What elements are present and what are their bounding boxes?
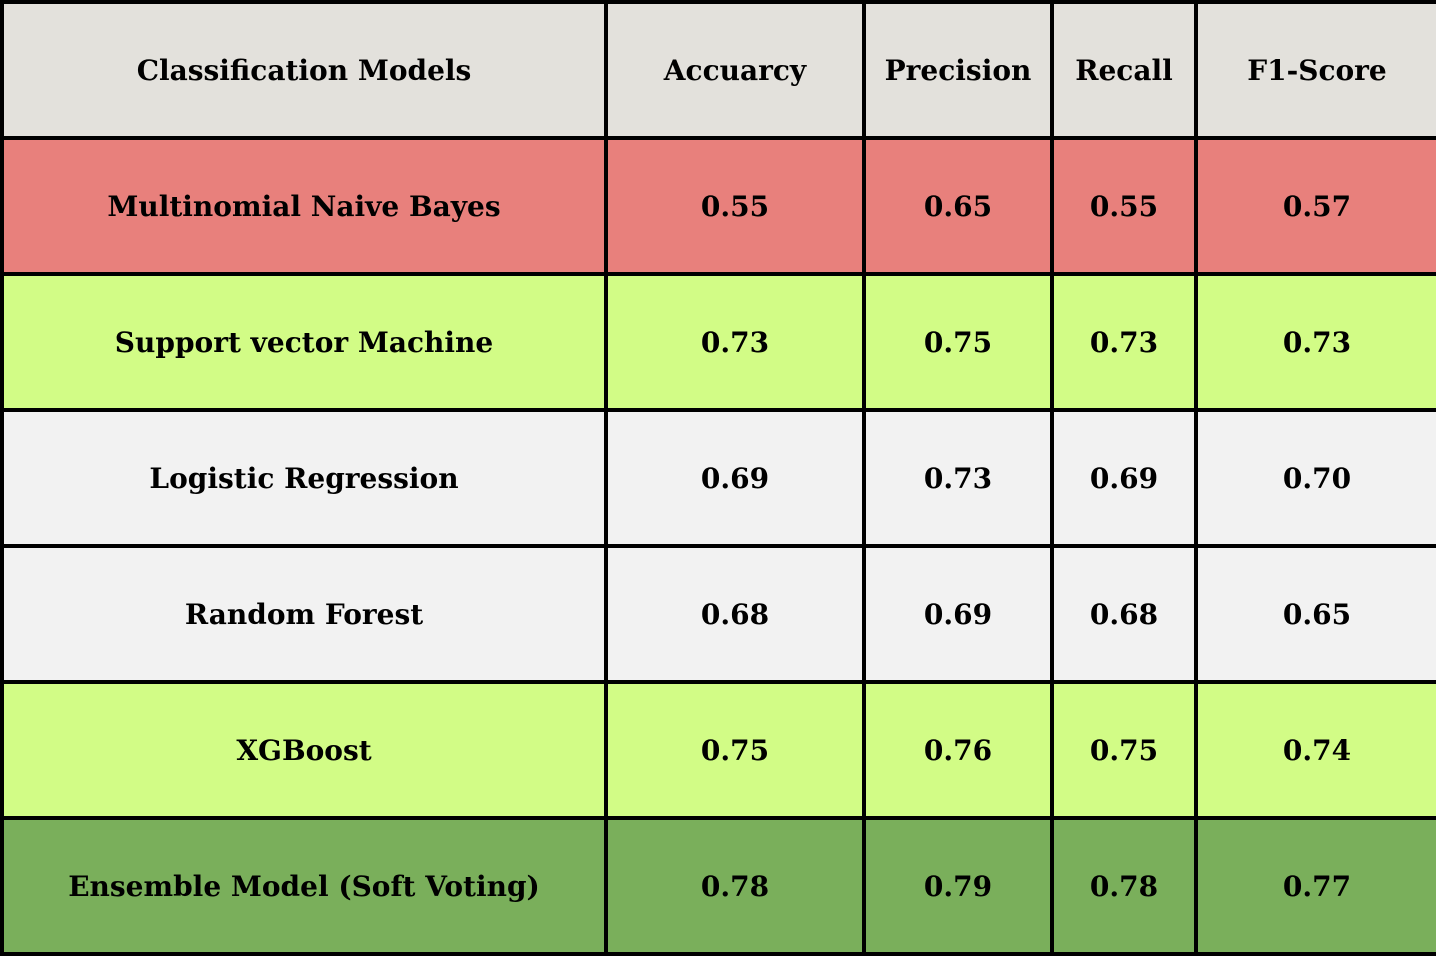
header-cell-precision: Precision	[862, 0, 1054, 140]
cell-precision: 0.69	[862, 544, 1054, 684]
table-row: Random Forest 0.68 0.69 0.68 0.65	[0, 544, 1436, 684]
header-cell-model: Classification Models	[0, 0, 608, 140]
cell-precision: 0.76	[862, 680, 1054, 820]
table-header-row: Classification Models Accuarcy Precision…	[0, 0, 1436, 140]
header-cell-recall: Recall	[1050, 0, 1198, 140]
cell-model-name: Ensemble Model (Soft Voting)	[0, 816, 608, 956]
cell-f1-score: 0.57	[1194, 136, 1436, 276]
cell-f1-score: 0.73	[1194, 272, 1436, 412]
cell-recall: 0.78	[1050, 816, 1198, 956]
cell-recall: 0.55	[1050, 136, 1198, 276]
cell-f1-score: 0.70	[1194, 408, 1436, 548]
cell-recall: 0.73	[1050, 272, 1198, 412]
table-row: XGBoost 0.75 0.76 0.75 0.74	[0, 680, 1436, 820]
header-cell-f1-score: F1-Score	[1194, 0, 1436, 140]
cell-accuracy: 0.75	[604, 680, 866, 820]
cell-model-name: Support vector Machine	[0, 272, 608, 412]
cell-recall: 0.69	[1050, 408, 1198, 548]
cell-recall: 0.75	[1050, 680, 1198, 820]
table-row: Logistic Regression 0.69 0.73 0.69 0.70	[0, 408, 1436, 548]
cell-precision: 0.79	[862, 816, 1054, 956]
cell-accuracy: 0.78	[604, 816, 866, 956]
table-row: Support vector Machine 0.73 0.75 0.73 0.…	[0, 272, 1436, 412]
cell-accuracy: 0.68	[604, 544, 866, 684]
cell-precision: 0.73	[862, 408, 1054, 548]
table-row: Ensemble Model (Soft Voting) 0.78 0.79 0…	[0, 816, 1436, 956]
cell-model-name: Multinomial Naive Bayes	[0, 136, 608, 276]
cell-f1-score: 0.74	[1194, 680, 1436, 820]
cell-model-name: Logistic Regression	[0, 408, 608, 548]
cell-f1-score: 0.65	[1194, 544, 1436, 684]
cell-precision: 0.75	[862, 272, 1054, 412]
header-cell-accuracy: Accuarcy	[604, 0, 866, 140]
cell-f1-score: 0.77	[1194, 816, 1436, 956]
table-row: Multinomial Naive Bayes 0.55 0.65 0.55 0…	[0, 136, 1436, 276]
cell-accuracy: 0.73	[604, 272, 866, 412]
cell-accuracy: 0.69	[604, 408, 866, 548]
cell-recall: 0.68	[1050, 544, 1198, 684]
cell-accuracy: 0.55	[604, 136, 866, 276]
cell-model-name: Random Forest	[0, 544, 608, 684]
cell-model-name: XGBoost	[0, 680, 608, 820]
cell-precision: 0.65	[862, 136, 1054, 276]
